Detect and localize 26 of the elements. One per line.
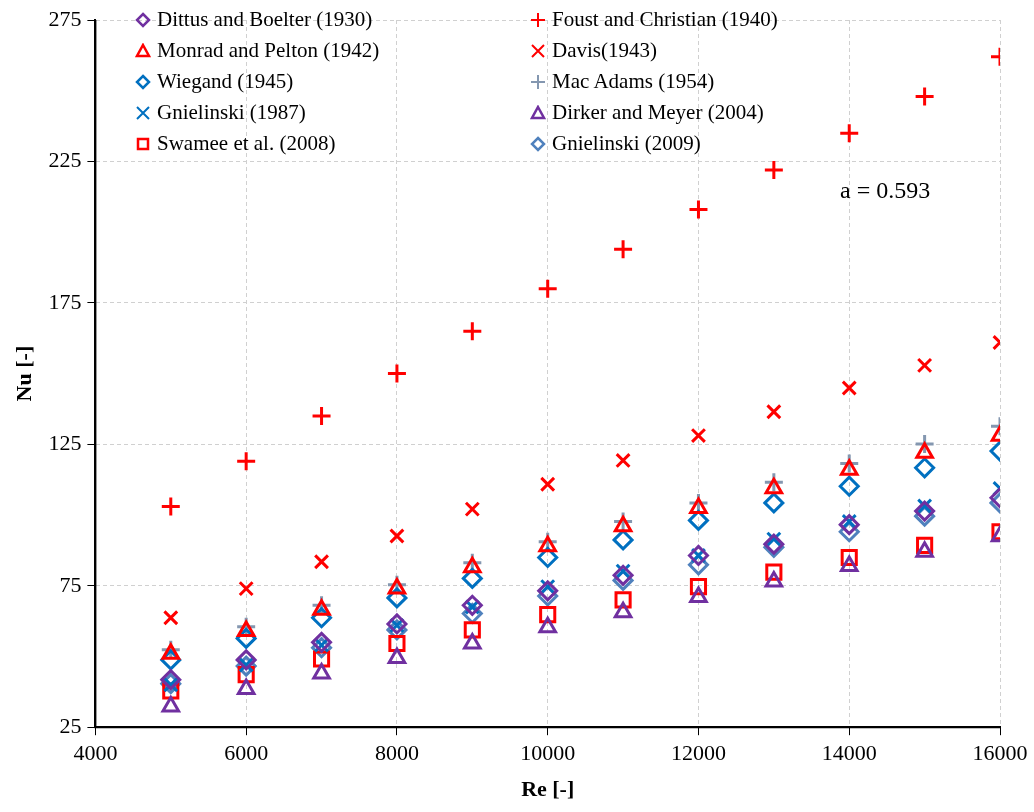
y-tick-label: 75 <box>59 571 82 597</box>
legend-label: Mac Adams (1954) <box>552 68 715 95</box>
x-tick-label: 14000 <box>821 740 877 766</box>
legend-label: Gnielinski (1987) <box>157 99 306 126</box>
legend-label: Dittus and Boelter (1930) <box>157 6 373 33</box>
y-axis-title: Nu [-] <box>10 345 36 402</box>
x-tick-label: 10000 <box>520 740 576 766</box>
legend-label: Foust and Christian (1940) <box>552 6 778 33</box>
x-axis-title: Re [-] <box>521 776 575 802</box>
y-tick-label: 175 <box>48 288 82 314</box>
legend-label: Wiegand (1945) <box>157 68 294 95</box>
x-tick-label: 16000 <box>972 740 1028 766</box>
y-tick-label: 25 <box>59 712 82 738</box>
x-tick-label: 4000 <box>73 740 118 766</box>
legend-label: Monrad and Pelton (1942) <box>157 37 380 64</box>
y-tick-label: 225 <box>48 147 82 173</box>
x-tick-label: 12000 <box>670 740 726 766</box>
legend-label: Davis(1943) <box>552 37 657 64</box>
x-tick-label: 8000 <box>374 740 419 766</box>
y-tick-label: 125 <box>48 430 82 456</box>
legend-label: Dirker and Meyer (2004) <box>552 99 764 126</box>
y-tick-label: 275 <box>48 5 82 31</box>
legend-label: Gnielinski (2009) <box>552 130 701 157</box>
annotation: a = 0.593 <box>840 177 931 204</box>
legend-label: Swamee et al. (2008) <box>157 130 336 157</box>
x-tick-label: 6000 <box>224 740 269 766</box>
